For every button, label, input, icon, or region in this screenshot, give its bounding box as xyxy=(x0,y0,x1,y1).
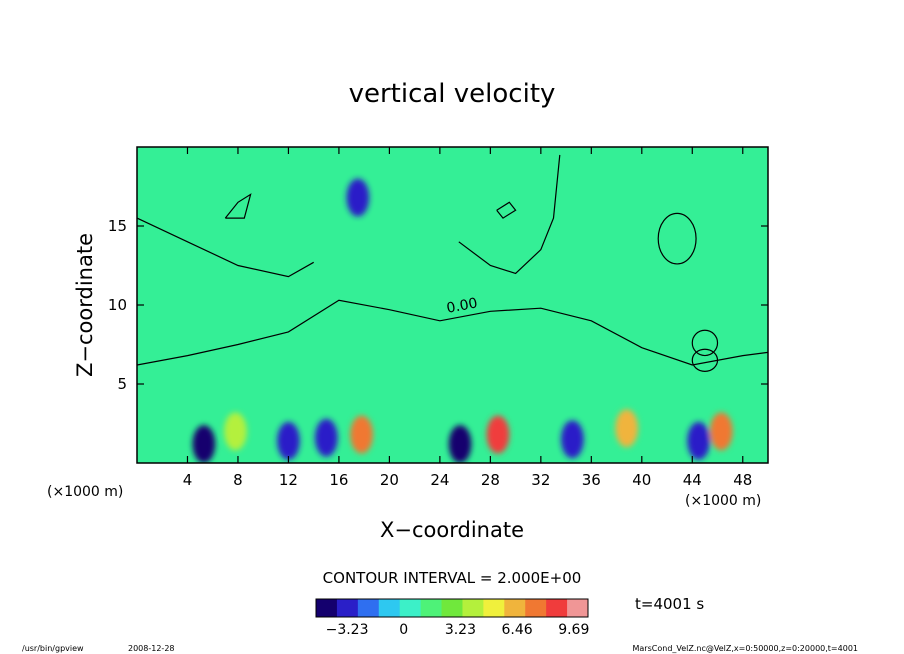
contour-line-1 xyxy=(137,217,314,278)
closed-contour-2 xyxy=(691,329,719,357)
colorbar-swatch-6 xyxy=(441,599,463,617)
x-tick-label-44: 44 xyxy=(683,471,702,489)
contour-lines xyxy=(137,154,768,372)
colorbar-swatch-10 xyxy=(525,599,547,617)
field-cell-1 xyxy=(277,421,300,460)
x-unit-right: (×1000 m) xyxy=(685,493,761,509)
field-cell-2 xyxy=(314,418,338,457)
colorbar-swatch-11 xyxy=(546,599,568,617)
colorbar-tick-label-0: −3.23 xyxy=(326,622,369,638)
contour-label: 0.00 xyxy=(445,295,479,316)
contour-line-4 xyxy=(496,201,517,219)
closed-contour-0 xyxy=(657,212,697,265)
plot-area: 0.00 xyxy=(136,146,769,464)
velocity-field xyxy=(192,178,733,463)
x-tick-label-40: 40 xyxy=(632,471,651,489)
x-tick-label-32: 32 xyxy=(531,471,550,489)
x-tick-label-24: 24 xyxy=(430,471,449,489)
colorbar-swatch-9 xyxy=(504,599,526,617)
contour-line-2 xyxy=(458,154,561,275)
contour-interval: CONTOUR INTERVAL = 2.000E+00 xyxy=(323,569,582,587)
colorbar-ticks: −3.23 0 3.23 6.46 9.69 xyxy=(326,622,590,638)
x-tick-label-4: 4 xyxy=(183,471,193,489)
time-label: t=4001 s xyxy=(635,595,704,613)
colorbar-swatch-12 xyxy=(567,599,589,617)
colorbar-swatch-0 xyxy=(316,599,338,617)
x-tick-label-28: 28 xyxy=(481,471,500,489)
footer-date: 2008-12-28 xyxy=(128,644,175,653)
x-tick-label-8: 8 xyxy=(233,471,243,489)
colorbar-swatch-4 xyxy=(399,599,422,617)
x-unit-left: (×1000 m) xyxy=(47,484,123,500)
contour-line-0 xyxy=(137,299,768,366)
field-cell-4 xyxy=(561,420,584,459)
colorbar-tick-label-3: 6.46 xyxy=(502,622,533,638)
x-tick-label-20: 20 xyxy=(380,471,399,489)
y-tick-label-15: 15 xyxy=(108,217,127,235)
x-tick-label-12: 12 xyxy=(279,471,298,489)
field-cell-10 xyxy=(709,412,733,451)
colorbar-tick-label-4: 9.69 xyxy=(558,622,589,638)
y-axis-label: Z−coordinate xyxy=(73,233,97,377)
field-cell-7 xyxy=(350,415,373,454)
x-axis: 4 8 12 16 20 24 28 32 36 40 44 48 xyxy=(183,147,752,489)
x-tick-label-36: 36 xyxy=(582,471,601,489)
closed-contour-1 xyxy=(691,348,719,372)
colorbar-tick-label-2: 3.23 xyxy=(445,622,476,638)
field-cell-5 xyxy=(687,421,710,460)
colorbar-swatch-7 xyxy=(462,599,484,617)
x-axis-label: X−coordinate xyxy=(380,518,524,542)
field-cell-8 xyxy=(486,415,510,454)
y-tick-label-5: 5 xyxy=(117,375,127,393)
colorbar-swatch-2 xyxy=(357,599,380,617)
colorbar-swatch-1 xyxy=(336,599,359,617)
colorbar-tick-label-1: 0 xyxy=(399,622,408,638)
field-cell-11 xyxy=(224,412,247,451)
y-tick-label-10: 10 xyxy=(108,296,127,314)
field-cell-6 xyxy=(346,178,370,217)
y-axis: 5 10 15 xyxy=(108,217,768,393)
footer-program: /usr/bin/gpview xyxy=(22,644,84,653)
colorbar xyxy=(315,598,589,618)
field-cell-0 xyxy=(192,425,216,463)
x-tick-label-48: 48 xyxy=(733,471,752,489)
colorbar-swatch-8 xyxy=(483,599,505,617)
field-cell-3 xyxy=(448,425,472,463)
x-tick-label-16: 16 xyxy=(329,471,348,489)
colorbar-swatch-3 xyxy=(378,599,401,617)
colorbar-swatch-5 xyxy=(420,599,443,617)
contour-line-3 xyxy=(224,193,252,219)
colorbar-frame xyxy=(315,598,589,618)
chart-title: vertical velocity xyxy=(349,79,556,109)
field-cell-9 xyxy=(615,409,639,448)
footer-source: MarsCond_VelZ.nc@VelZ,x=0:50000,z=0:2000… xyxy=(633,644,859,653)
